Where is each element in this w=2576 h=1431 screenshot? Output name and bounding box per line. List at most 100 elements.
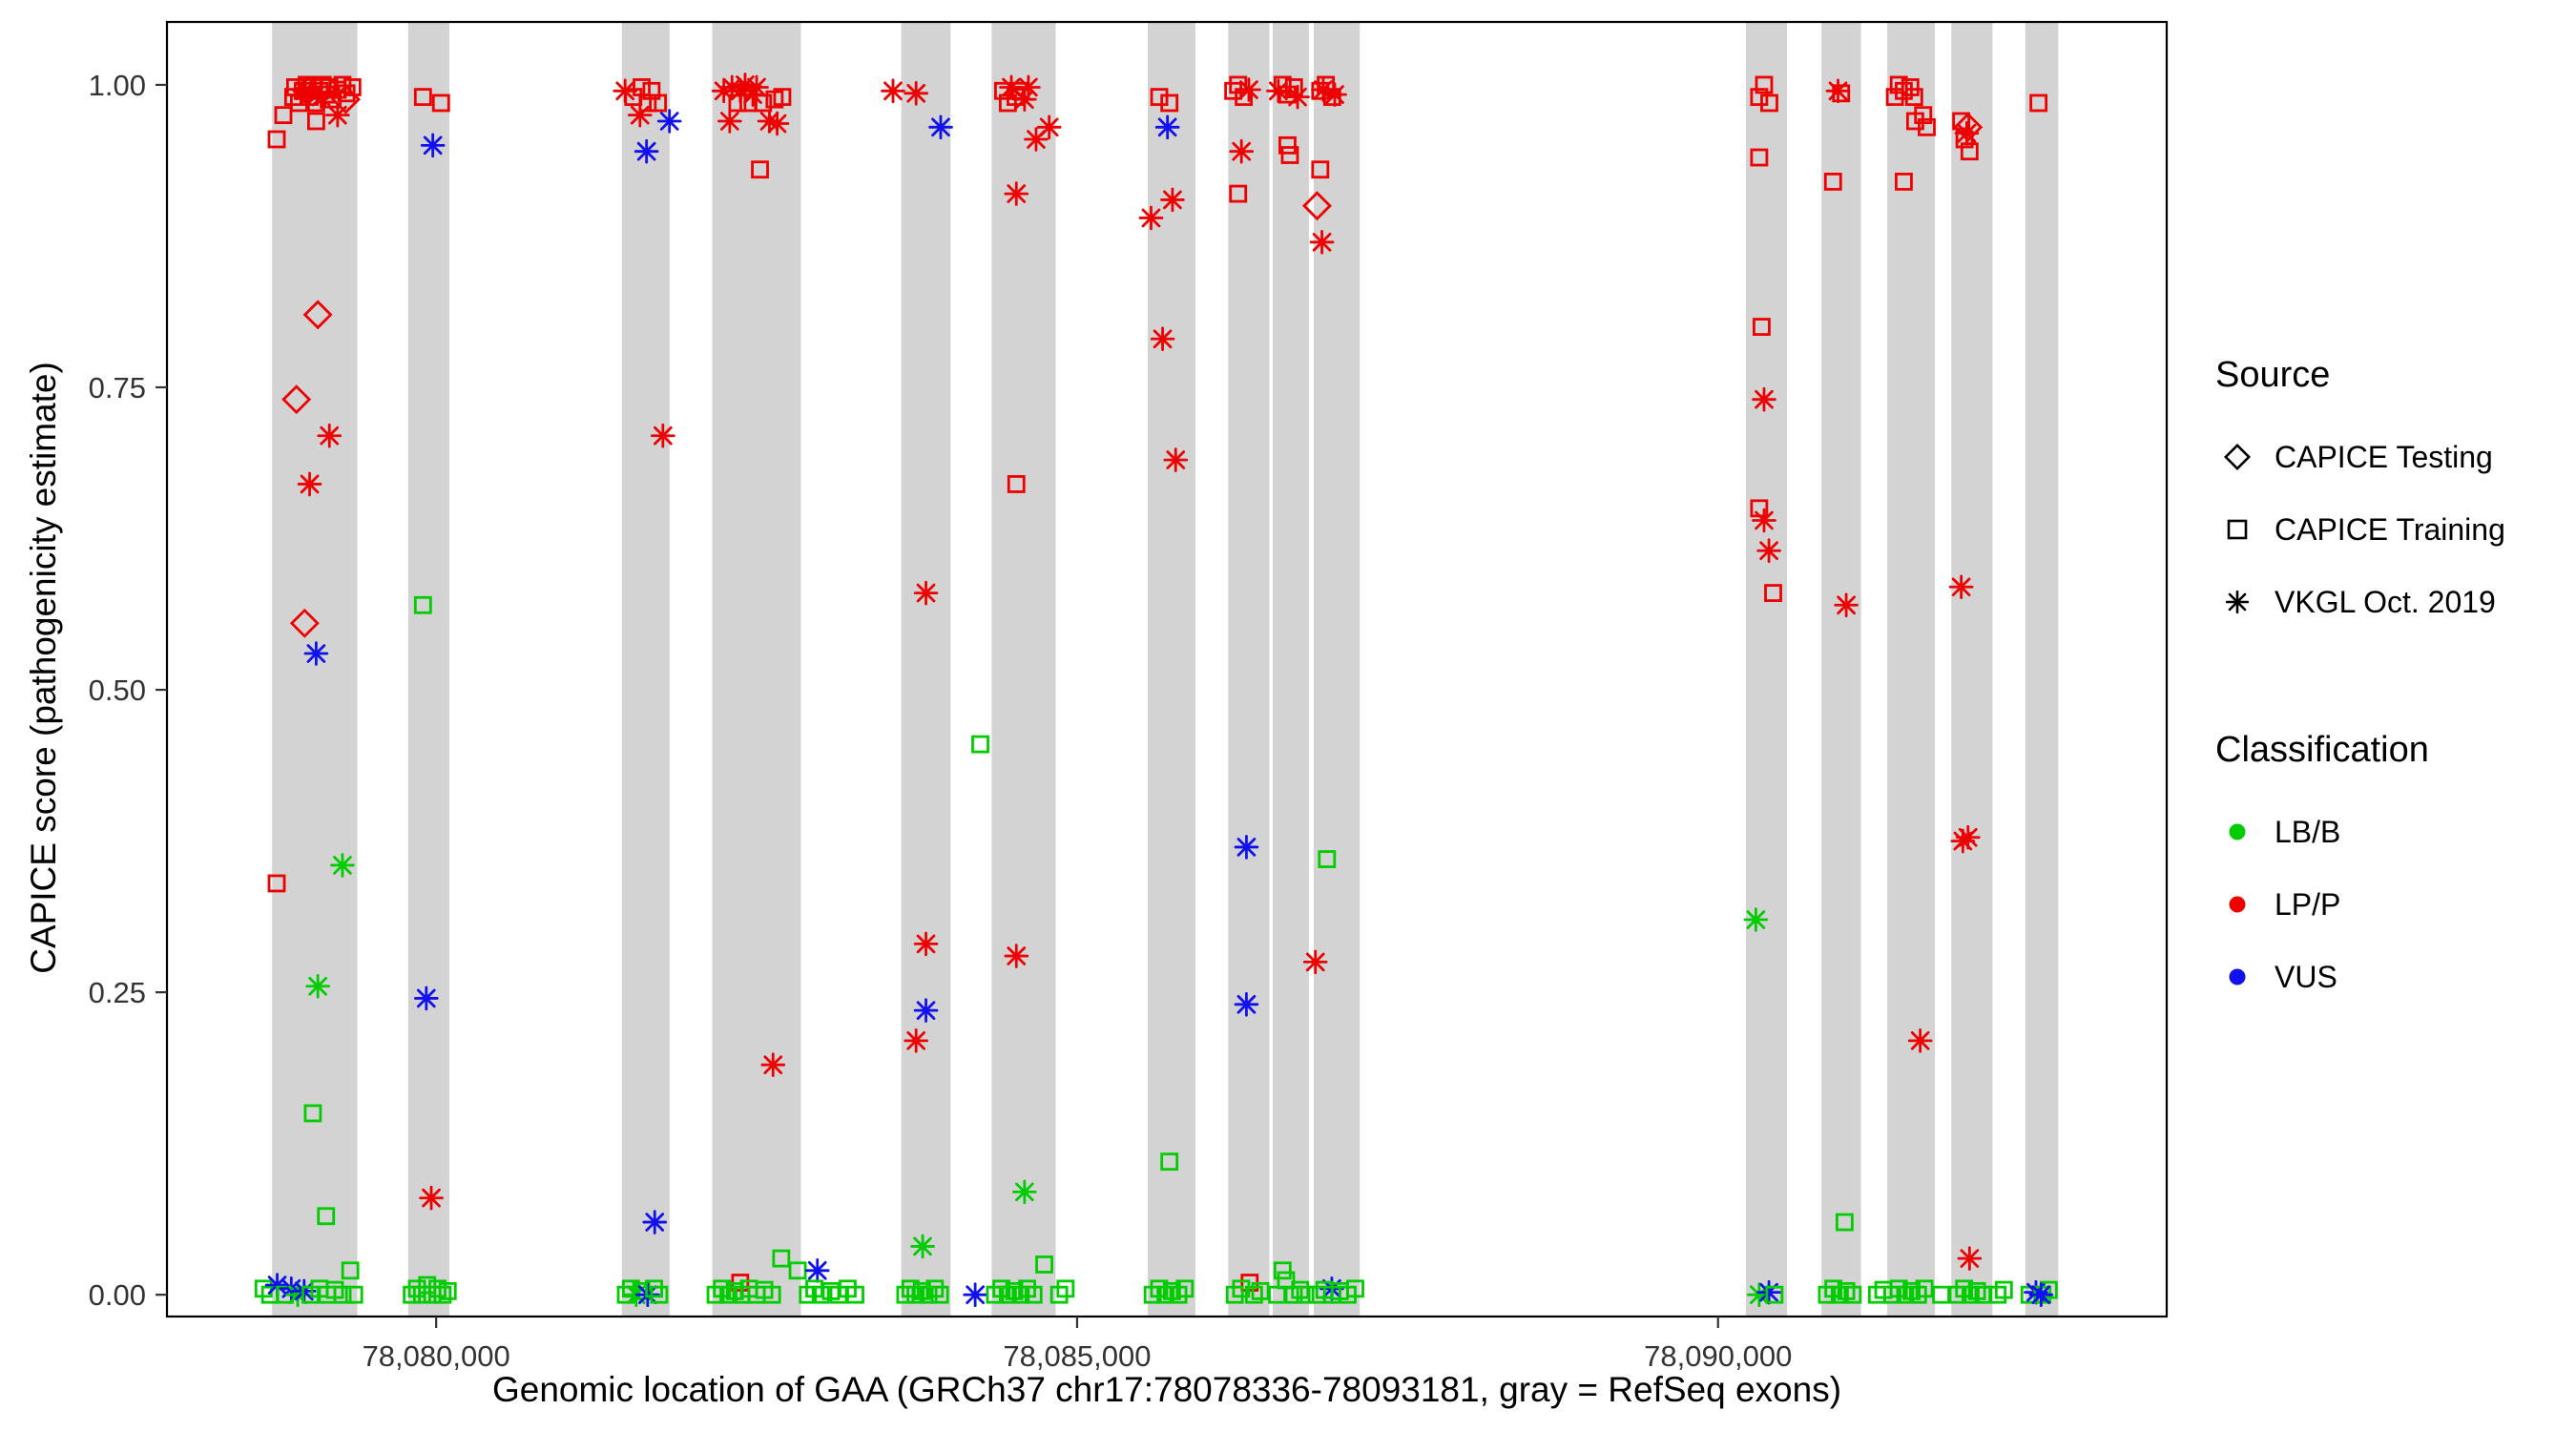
data-point [1024, 127, 1049, 152]
data-point [1901, 78, 1920, 96]
data-point [1285, 84, 1310, 110]
square-icon [2227, 519, 2248, 540]
data-point [1266, 78, 1291, 104]
data-point [305, 973, 330, 999]
data-point [1955, 824, 1981, 850]
data-point [829, 1285, 848, 1304]
data-point [881, 78, 905, 104]
data-point [1753, 318, 1771, 336]
data-point [638, 93, 657, 113]
data-point [413, 88, 432, 107]
data-point [1036, 114, 1062, 140]
data-point [1914, 106, 1933, 125]
legend-item-label: CAPICE Training [2275, 511, 2505, 547]
data-point [1755, 75, 1774, 94]
asterisk-icon [2225, 590, 2250, 614]
data-point [2028, 1282, 2054, 1307]
data-point [325, 102, 350, 128]
data-point [1825, 78, 1851, 104]
exon-bar [712, 22, 801, 1317]
data-point [1756, 1279, 1781, 1305]
panel-border [165, 20, 2169, 1318]
data-point [1895, 173, 1913, 191]
data-point [1232, 1279, 1251, 1298]
data-point [1752, 386, 1776, 412]
legend-item-lb-b: LB/B [2215, 796, 2505, 868]
exon-bar [1821, 22, 1861, 1317]
data-point [1752, 508, 1776, 533]
x-tick-label: 78,080,000 [363, 1339, 510, 1373]
data-point [267, 874, 286, 893]
data-point [963, 1282, 987, 1307]
data-point [634, 138, 659, 164]
legend-item-lp-p: LP/P [2215, 868, 2505, 941]
data-point [1823, 173, 1842, 191]
exon-bar [1228, 22, 1270, 1317]
data-point [1273, 1261, 1292, 1280]
data-point [1273, 75, 1292, 94]
data-point [413, 595, 432, 614]
exon-bar [1951, 22, 1993, 1317]
data-point [1954, 120, 1980, 146]
data-point [317, 1207, 336, 1226]
y-tick-label: 0.75 [89, 371, 146, 404]
data-point [289, 608, 320, 638]
legend-source-items: CAPICE Testing CAPICE Training VKGL Oct. 2… [2215, 421, 2505, 638]
legend-item-label: LB/B [2275, 814, 2341, 849]
data-point [1012, 1179, 1037, 1205]
data-point [1318, 850, 1337, 869]
data-point [1760, 93, 1778, 113]
data-point [303, 641, 329, 666]
data-point [414, 985, 439, 1011]
y-tick-label: 0.25 [89, 976, 146, 1009]
data-point [1932, 1285, 1950, 1304]
data-point [303, 1104, 322, 1123]
data-point [1150, 326, 1175, 352]
data-point [1832, 84, 1851, 103]
data-point [913, 580, 939, 606]
data-point [1948, 574, 1974, 600]
data-point [760, 1052, 786, 1078]
legend-item-label: LP/P [2275, 886, 2341, 922]
y-tick-label: 0.00 [89, 1278, 146, 1312]
diamond-icon [2224, 444, 2251, 470]
data-point [1765, 1285, 1784, 1304]
data-point [1150, 88, 1169, 107]
data-point [904, 81, 928, 106]
data-point [433, 1285, 452, 1304]
data-point [913, 931, 939, 957]
data-point [1035, 1255, 1053, 1274]
data-point [1322, 82, 1347, 107]
data-point [621, 1279, 640, 1298]
data-point [1889, 75, 1908, 94]
data-point [1915, 1279, 1934, 1298]
data-point [1834, 592, 1859, 618]
data-point [910, 1234, 935, 1259]
data-point [1160, 93, 1179, 113]
data-point [656, 109, 682, 134]
data-point [420, 133, 446, 158]
data-point [754, 93, 773, 113]
data-point [1960, 142, 1979, 161]
data-point [1301, 191, 1332, 221]
data-point [1296, 1285, 1315, 1304]
data-point [651, 423, 675, 448]
exon-bar [1147, 22, 1195, 1317]
data-point [297, 471, 322, 497]
data-point [1160, 1152, 1179, 1172]
data-point [1236, 77, 1261, 102]
data-point [1280, 146, 1299, 164]
data-point [1229, 184, 1248, 203]
color-dot-icon [2229, 896, 2246, 913]
data-point [1234, 835, 1259, 860]
y-axis-title: CAPICE score (pathogenicity estimate) [24, 362, 63, 974]
data-point [1056, 1279, 1075, 1298]
data-point [1907, 1028, 1933, 1053]
data-point [804, 1258, 830, 1283]
data-point [846, 1285, 864, 1304]
legend-classification-items: LB/B LP/P VUS [2215, 796, 2505, 1013]
data-point [330, 84, 361, 114]
data-point [751, 160, 769, 179]
legend-item-vus: VUS [2215, 941, 2505, 1013]
